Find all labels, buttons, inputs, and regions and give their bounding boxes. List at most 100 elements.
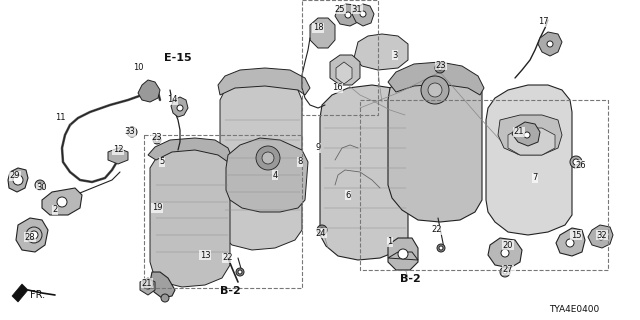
Polygon shape	[16, 218, 48, 252]
Text: 9: 9	[316, 143, 321, 153]
Polygon shape	[320, 85, 408, 260]
Polygon shape	[150, 143, 230, 287]
Circle shape	[547, 41, 553, 47]
Circle shape	[155, 138, 159, 142]
Text: 7: 7	[532, 173, 538, 182]
Polygon shape	[8, 168, 28, 192]
Text: 23: 23	[436, 60, 446, 69]
Polygon shape	[538, 32, 562, 56]
Polygon shape	[310, 18, 335, 48]
Circle shape	[345, 12, 351, 18]
Circle shape	[566, 239, 574, 247]
Text: 14: 14	[167, 95, 177, 105]
Text: 22: 22	[432, 226, 442, 235]
Bar	[360, 100, 608, 270]
Circle shape	[13, 175, 23, 185]
Circle shape	[262, 152, 274, 164]
Polygon shape	[352, 4, 374, 26]
Polygon shape	[354, 34, 408, 70]
Polygon shape	[486, 85, 572, 235]
Circle shape	[177, 105, 183, 111]
Circle shape	[113, 150, 123, 160]
Text: 30: 30	[36, 183, 47, 193]
Text: 8: 8	[298, 157, 303, 166]
Text: 21: 21	[514, 127, 524, 137]
Text: 20: 20	[503, 241, 513, 250]
Polygon shape	[498, 115, 562, 155]
Text: 27: 27	[502, 266, 513, 275]
Circle shape	[524, 132, 530, 138]
Circle shape	[421, 76, 449, 104]
Text: 32: 32	[596, 230, 607, 239]
Circle shape	[438, 66, 442, 70]
Polygon shape	[148, 138, 232, 162]
Circle shape	[145, 89, 151, 95]
Text: FR.: FR.	[31, 290, 45, 300]
Text: 23: 23	[152, 133, 163, 142]
Text: B-2: B-2	[399, 274, 420, 284]
Text: 2: 2	[52, 205, 58, 214]
Circle shape	[35, 180, 45, 190]
Circle shape	[153, 136, 161, 144]
Circle shape	[236, 268, 244, 276]
Circle shape	[503, 270, 507, 274]
Text: 21: 21	[141, 278, 152, 287]
Polygon shape	[336, 62, 352, 84]
Circle shape	[439, 246, 443, 250]
Text: 25: 25	[335, 4, 345, 13]
Text: 6: 6	[346, 190, 351, 199]
Circle shape	[573, 159, 579, 165]
Polygon shape	[226, 138, 308, 212]
Polygon shape	[388, 238, 418, 270]
Polygon shape	[388, 62, 484, 95]
Text: 28: 28	[25, 233, 35, 242]
Text: 4: 4	[273, 171, 278, 180]
Circle shape	[435, 63, 445, 73]
Text: 1: 1	[387, 237, 392, 246]
Circle shape	[398, 249, 408, 259]
Polygon shape	[140, 278, 155, 295]
Circle shape	[26, 227, 42, 243]
Polygon shape	[512, 122, 540, 146]
Circle shape	[127, 127, 137, 137]
Circle shape	[141, 85, 155, 99]
Circle shape	[320, 228, 324, 232]
Polygon shape	[108, 148, 128, 164]
Polygon shape	[42, 188, 82, 215]
Circle shape	[500, 267, 510, 277]
Circle shape	[57, 197, 67, 207]
Circle shape	[256, 146, 280, 170]
Polygon shape	[488, 238, 522, 268]
Circle shape	[30, 231, 38, 239]
Text: 24: 24	[316, 228, 326, 237]
Text: 15: 15	[571, 230, 581, 239]
Text: 19: 19	[152, 204, 163, 212]
Bar	[302, 0, 378, 115]
Polygon shape	[335, 4, 360, 26]
Text: E-15: E-15	[164, 53, 192, 63]
Polygon shape	[171, 97, 188, 117]
Text: 10: 10	[132, 62, 143, 71]
Circle shape	[161, 294, 169, 302]
Circle shape	[598, 234, 604, 240]
Circle shape	[428, 83, 442, 97]
Circle shape	[317, 225, 327, 235]
Text: 31: 31	[352, 4, 362, 13]
Text: 17: 17	[538, 18, 548, 27]
Circle shape	[437, 244, 445, 252]
Polygon shape	[588, 225, 613, 248]
Circle shape	[360, 11, 366, 17]
Circle shape	[238, 270, 242, 274]
Polygon shape	[218, 68, 310, 95]
Polygon shape	[508, 128, 555, 155]
Circle shape	[501, 249, 509, 257]
Text: TYA4E0400: TYA4E0400	[549, 305, 599, 314]
Text: 16: 16	[332, 84, 342, 92]
Polygon shape	[138, 80, 160, 102]
Polygon shape	[150, 272, 175, 298]
Circle shape	[570, 156, 582, 168]
Text: 11: 11	[55, 114, 65, 123]
Bar	[144, 135, 302, 288]
Polygon shape	[12, 284, 28, 302]
Polygon shape	[330, 55, 360, 85]
